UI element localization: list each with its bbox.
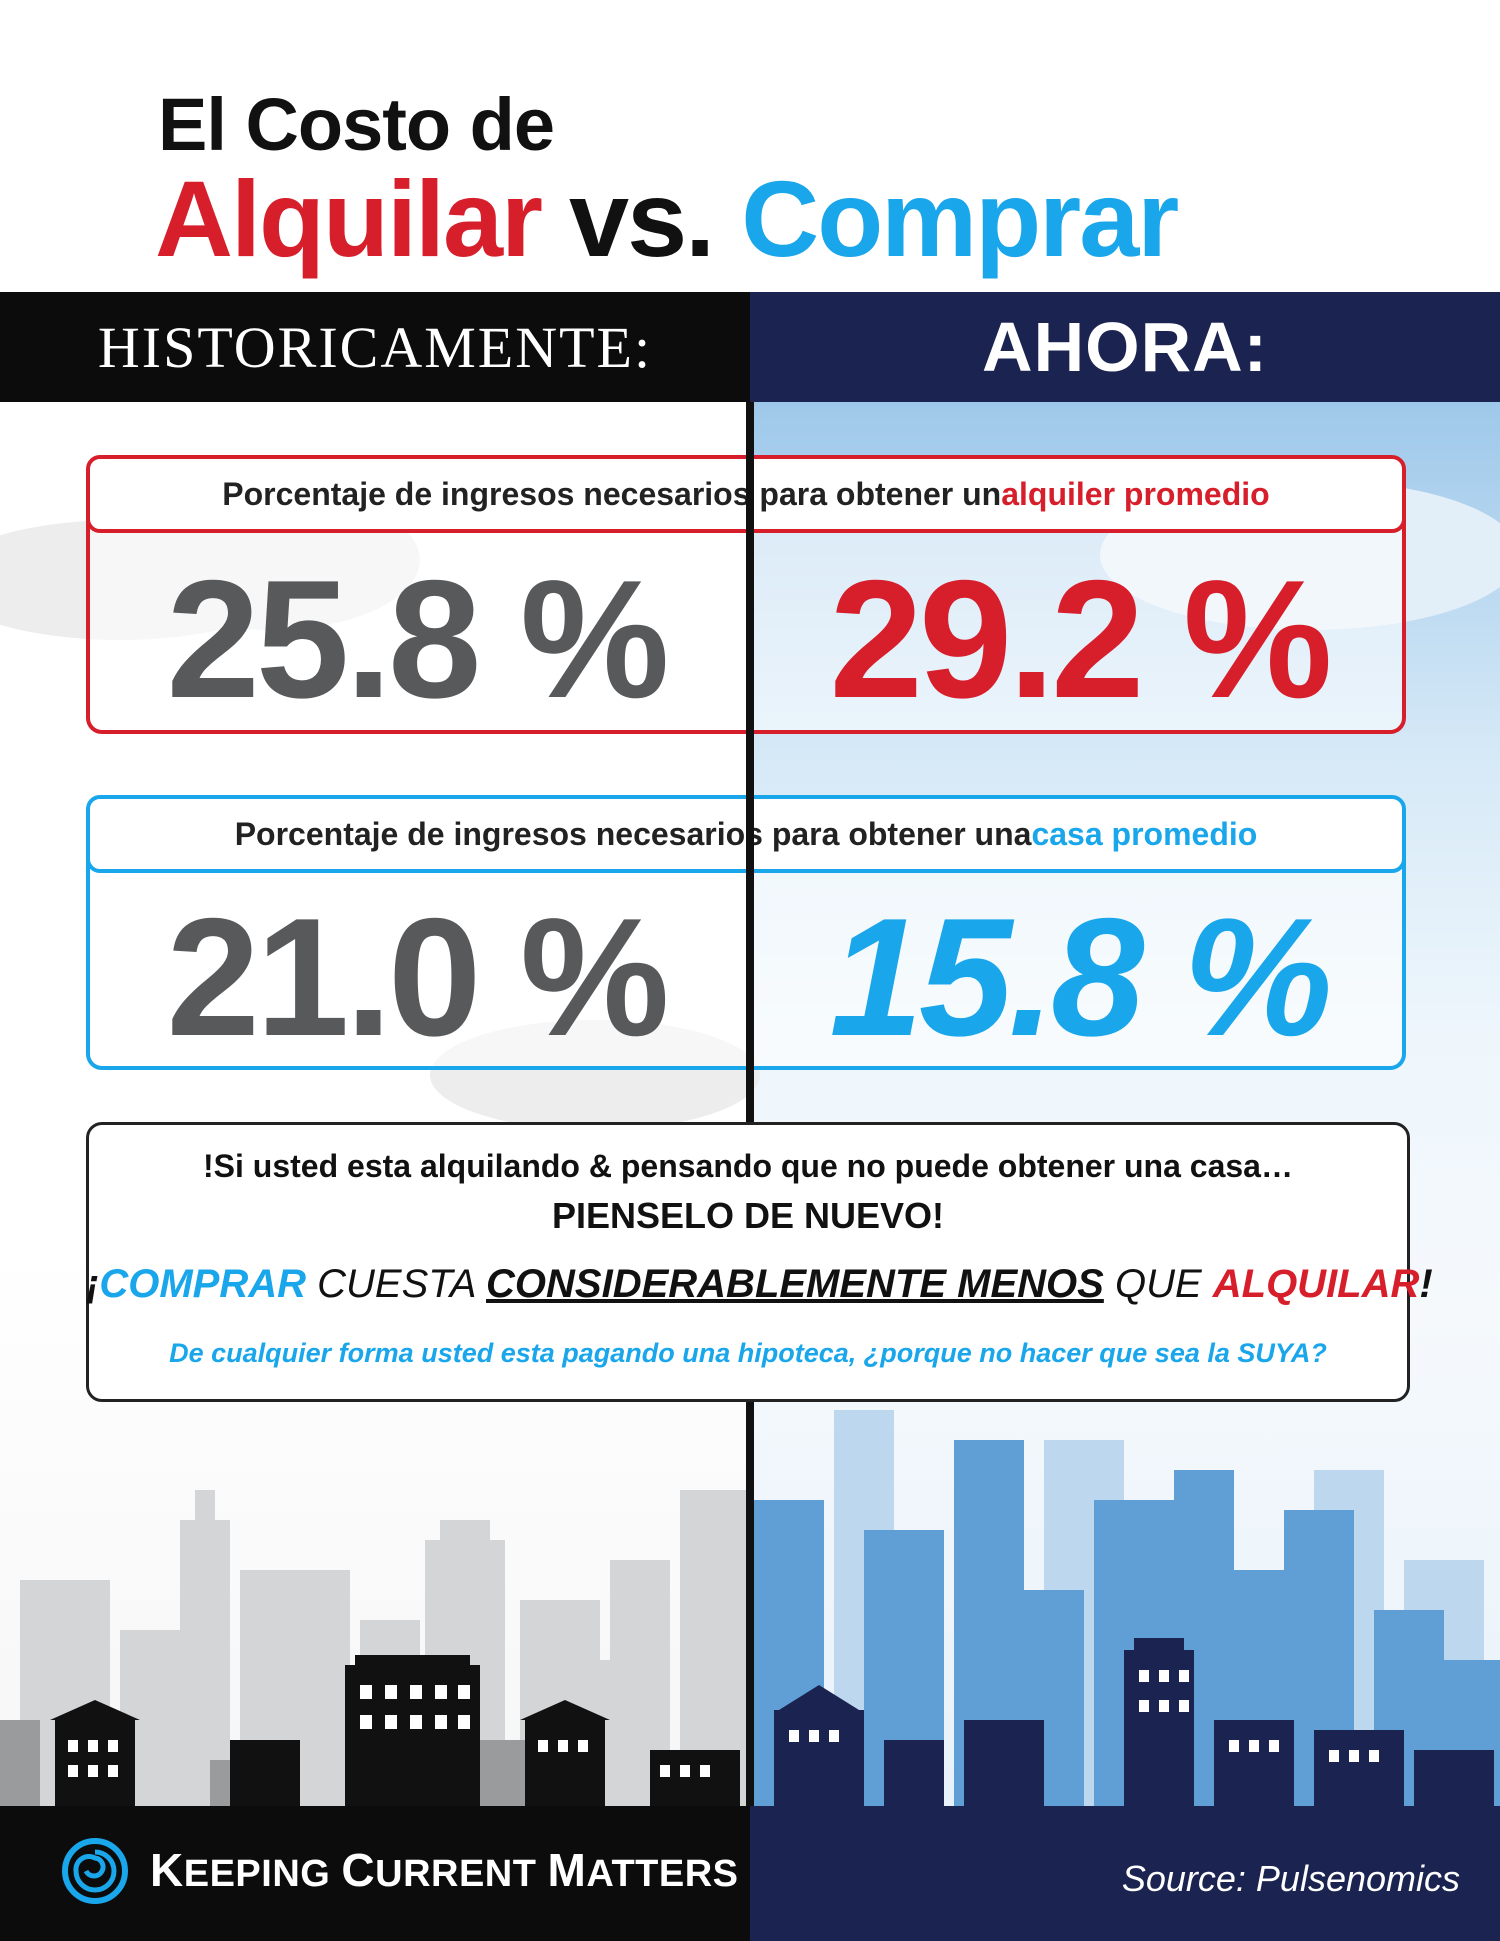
message-emphasis: CONSIDERABLEMENTE MENOS xyxy=(486,1262,1104,1306)
buy-label-text: Porcentaje de ingresos necesarios para o… xyxy=(234,815,1032,852)
rent-now-value: 29.2 % xyxy=(829,545,1332,733)
buy-now-value: 15.8 % xyxy=(829,883,1332,1071)
title-line-2: Alquilar vs. Comprar xyxy=(155,165,1179,273)
message-line-2: PIENSELO DE NUEVO! xyxy=(551,1195,945,1236)
message-que-word: QUE xyxy=(1103,1262,1213,1306)
center-divider xyxy=(746,402,754,1806)
source-credit: Source: Pulsenomics xyxy=(1121,1858,1460,1899)
footer-right-band xyxy=(750,1806,1500,1941)
brand-name: KEEPING CURRENT MATTERS xyxy=(150,1844,739,1896)
rent-historic-value: 25.8 % xyxy=(166,545,669,733)
title-line-1: El Costo de xyxy=(158,83,555,166)
message-line-3: ¡COMPRAR CUESTA CONSIDERABLEMENTE MENOS … xyxy=(86,1262,1433,1307)
header-right-band xyxy=(750,292,1500,402)
message-rent-word: ALQUILAR xyxy=(1212,1262,1420,1306)
message-cost-word: CUESTA xyxy=(306,1262,487,1306)
title-rent-word: Alquilar xyxy=(155,158,543,279)
header-historic: HISTORICAMENTE: xyxy=(97,314,653,380)
message-buy-word: COMPRAR xyxy=(99,1262,306,1306)
rent-label-highlight: alquiler promedio xyxy=(1001,475,1270,512)
message-box xyxy=(86,1122,1410,1402)
header-now: AHORA: xyxy=(982,308,1268,386)
grey-city-skyline xyxy=(0,1490,750,1806)
message-line-1: !Si usted esta alquilando & pensando que… xyxy=(203,1148,1293,1184)
swirl-logo-icon xyxy=(62,1838,128,1904)
blue-city-skyline xyxy=(754,1410,1500,1806)
buy-label-highlight: casa promedio xyxy=(1031,815,1258,852)
header-left-band xyxy=(0,292,750,402)
message-line-4: De cualquier forma usted esta pagando un… xyxy=(169,1338,1327,1368)
buy-historic-value: 21.0 % xyxy=(166,883,669,1071)
title-buy-word: Comprar xyxy=(741,158,1179,279)
rent-label-text: Porcentaje de ingresos necesarios para o… xyxy=(222,475,1002,512)
message-close-mark: ! xyxy=(1419,1262,1433,1306)
message-open-mark: ¡ xyxy=(86,1262,100,1306)
title-vs-word: vs. xyxy=(541,158,742,279)
